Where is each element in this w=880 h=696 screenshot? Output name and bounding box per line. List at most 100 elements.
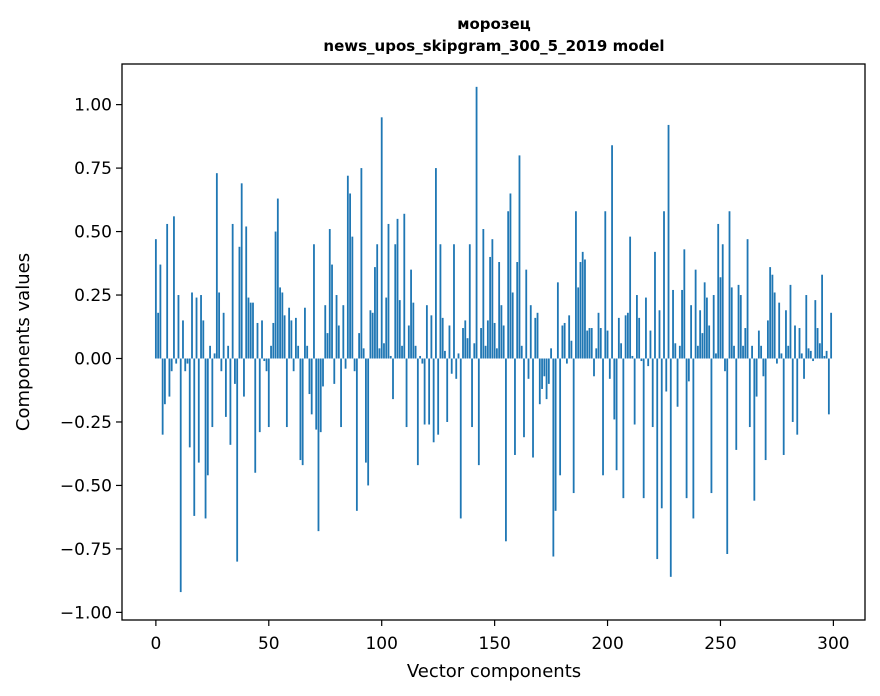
x-tick-label: 300 [817, 634, 849, 654]
bar [405, 358, 408, 428]
bar [457, 353, 460, 359]
bar [227, 345, 230, 359]
bar [685, 358, 688, 499]
bar [733, 345, 735, 359]
bar [168, 358, 171, 397]
bar [252, 302, 254, 359]
bar [563, 322, 566, 359]
bar [568, 315, 571, 359]
bar [636, 295, 638, 359]
bar [633, 358, 636, 425]
bar [486, 320, 489, 359]
bar [157, 312, 160, 359]
bar [489, 256, 492, 359]
bar [200, 295, 202, 359]
bar [547, 358, 550, 384]
bar [267, 358, 270, 428]
bar [304, 307, 306, 359]
bar [823, 355, 826, 359]
bar [514, 358, 516, 455]
bar [505, 358, 507, 542]
bar [699, 310, 702, 359]
bar [218, 292, 221, 359]
bar [369, 310, 372, 359]
bar [559, 358, 562, 476]
bar [538, 358, 541, 405]
bar [791, 358, 794, 422]
bar [581, 251, 584, 359]
bar [222, 312, 225, 359]
bar [247, 297, 250, 359]
bar [739, 295, 742, 359]
bar [543, 358, 546, 377]
bar [466, 338, 469, 359]
bar [577, 287, 580, 359]
bar [439, 244, 442, 359]
bar [349, 193, 351, 359]
bar [367, 358, 370, 486]
bar [803, 358, 805, 379]
bar [502, 325, 505, 359]
bar [380, 117, 383, 359]
bar [694, 269, 697, 359]
bar [270, 345, 272, 359]
bar [681, 289, 683, 359]
bar [529, 305, 532, 359]
bar [701, 333, 704, 359]
bar [276, 198, 279, 359]
bar [256, 322, 259, 359]
bar [825, 350, 828, 359]
bar [575, 211, 577, 359]
y-tick-label: 0.50 [74, 223, 112, 243]
bar [281, 292, 284, 359]
bar [814, 300, 817, 359]
x-tick-label: 100 [365, 634, 397, 654]
bar [177, 295, 180, 359]
bar [766, 320, 769, 359]
y-tick-label: −0.50 [60, 476, 112, 496]
bar [254, 358, 257, 473]
bar [288, 307, 291, 359]
bar [532, 358, 534, 458]
bar [396, 218, 399, 359]
bar [353, 358, 356, 372]
bar [306, 345, 309, 359]
bar [667, 124, 670, 359]
bar [274, 231, 277, 359]
bar [258, 358, 261, 433]
bar [509, 193, 512, 359]
bar [556, 282, 559, 359]
bar [742, 345, 744, 359]
bar-group [154, 86, 833, 593]
bar [690, 305, 693, 359]
bar [584, 259, 586, 359]
bar [310, 358, 313, 415]
bar [608, 358, 611, 379]
bar [728, 211, 731, 359]
bar [331, 264, 333, 359]
bar [678, 345, 681, 359]
bar [640, 358, 643, 362]
bar [317, 358, 320, 532]
bar [789, 284, 792, 359]
bar [626, 312, 629, 359]
bar [527, 358, 530, 379]
bar [821, 274, 823, 359]
bar [615, 358, 618, 471]
bar [389, 355, 392, 359]
bar [762, 358, 765, 377]
bar [687, 358, 690, 382]
bar [617, 317, 620, 359]
bar [407, 325, 410, 359]
bar [818, 343, 821, 359]
bar [186, 358, 189, 364]
bar [785, 310, 787, 359]
bar [595, 348, 598, 359]
bar [649, 330, 652, 359]
bar [498, 262, 501, 359]
bar [444, 350, 446, 359]
bar [374, 267, 376, 359]
bar [660, 358, 663, 509]
bar [572, 358, 575, 494]
bar [735, 358, 738, 450]
